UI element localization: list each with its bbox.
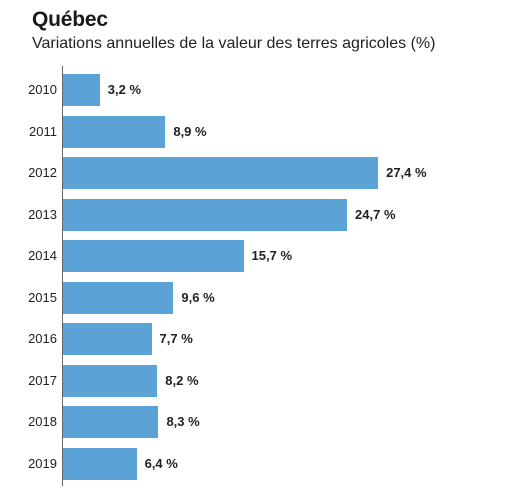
bar: [63, 364, 158, 397]
category-label: 2019: [28, 455, 57, 471]
value-label: 27,4 %: [386, 165, 427, 180]
category-label: 2013: [28, 206, 57, 222]
bar-row: 2010 3,2 %: [0, 74, 505, 114]
category-label: 2016: [28, 331, 57, 346]
value-label: 15,7 %: [251, 248, 293, 263]
y-axis-line: [62, 66, 63, 486]
bar: [63, 115, 166, 148]
category-label: 2018: [28, 414, 57, 429]
bar: [63, 447, 137, 480]
bar: [63, 198, 348, 231]
category-label: 2014: [28, 248, 57, 263]
category-label: 2015: [28, 289, 57, 305]
bar: [63, 281, 174, 314]
bar-row: 2017 8,2 %: [0, 364, 505, 405]
category-label: 2011: [29, 123, 57, 139]
bar: [63, 157, 379, 189]
chart-subtitle: Variations annuelles de la valeur des te…: [32, 35, 436, 52]
value-label: 6,4 %: [144, 455, 178, 471]
bar: [63, 240, 244, 272]
bar-row: 2016 7,7 %: [0, 323, 505, 363]
chart-title: Québec: [32, 8, 108, 31]
bar-row: 2015 9,6 %: [0, 281, 505, 322]
bar: [63, 74, 100, 106]
bar: [63, 406, 159, 438]
bar-row: 2014 15,7 %: [0, 240, 505, 280]
bar-row: 2011 8,9 %: [0, 115, 505, 156]
value-label: 24,7 %: [355, 206, 396, 222]
bar-row: 2018 8,3 %: [0, 406, 505, 446]
category-label: 2012: [28, 165, 57, 180]
bar: [63, 323, 152, 355]
category-label: 2010: [28, 82, 57, 97]
category-label: 2017: [28, 372, 57, 388]
value-label: 8,9 %: [173, 123, 207, 139]
bar-row: 2019 6,4 %: [0, 447, 505, 488]
value-label: 9,6 %: [181, 289, 215, 305]
bar-row: 2013 24,7 %: [0, 198, 505, 239]
value-label: 7,7 %: [159, 331, 193, 346]
value-label: 8,3 %: [166, 414, 200, 429]
value-label: 8,2 %: [165, 372, 199, 388]
bar-row: 2012 27,4 %: [0, 157, 505, 197]
value-label: 3,2 %: [107, 82, 142, 97]
